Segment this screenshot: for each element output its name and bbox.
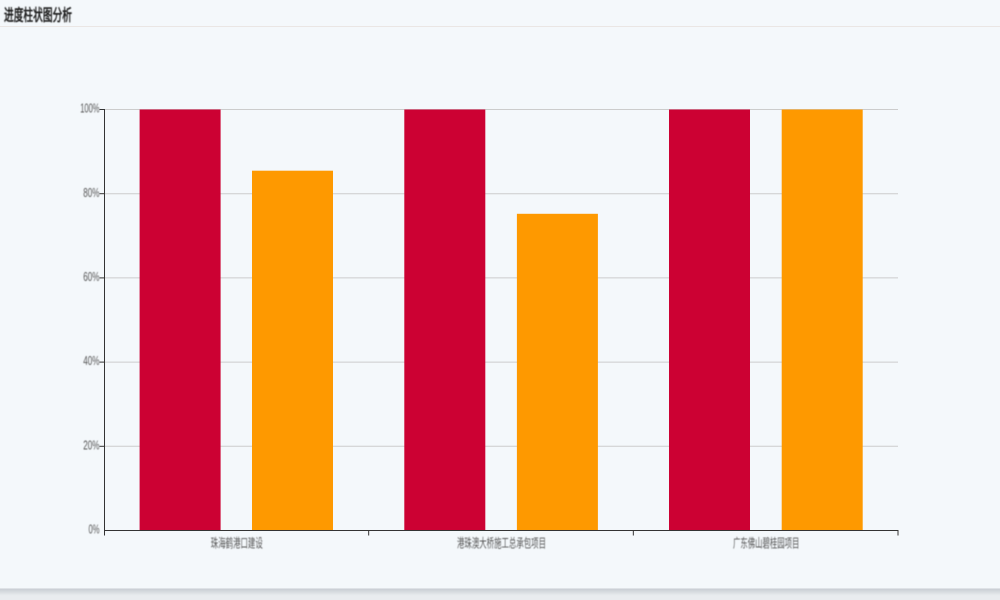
svg-text:珠海鹤港口建设: 珠海鹤港口建设 [211, 536, 263, 551]
svg-text:进度柱状图分析: 进度柱状图分析 [4, 6, 72, 25]
svg-text:0%: 0% [89, 523, 100, 537]
svg-text:80%: 80% [83, 186, 99, 200]
svg-text:40%: 40% [83, 354, 99, 368]
svg-text:港珠澳大桥施工总承包项目: 港珠澳大桥施工总承包项目 [457, 537, 546, 551]
svg-text:20%: 20% [83, 438, 99, 452]
svg-text:60%: 60% [83, 270, 99, 284]
svg-text:100%: 100% [80, 102, 99, 116]
svg-text:广东佛山碧桂园项目: 广东佛山碧桂园项目 [733, 536, 800, 551]
